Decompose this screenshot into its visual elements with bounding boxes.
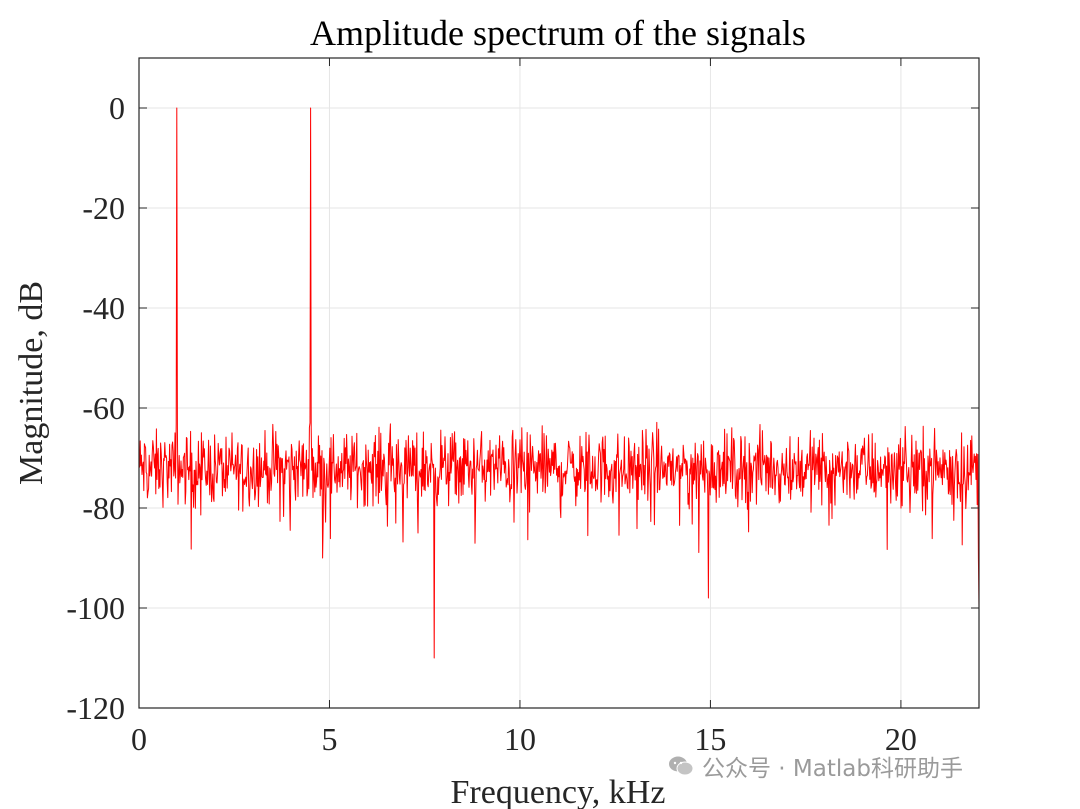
x-tick-label: 10 [504,721,536,757]
y-tick-label: -20 [82,190,125,226]
y-tick-label: -60 [82,390,125,426]
axis-ticks: 0 5 10 15 20 0 -20 -40 -60 -80 -100 -120 [66,58,979,757]
y-tick-label: -120 [66,690,125,726]
plot-area [138,107,980,659]
y-tick-label: 0 [109,90,125,126]
y-tick-label: -40 [82,290,125,326]
x-axis-label: Frequency, kHz [451,774,666,809]
grid-lines [138,58,979,709]
watermark: 公众号 · Matlab科研助手 [668,748,963,784]
y-axis-label: Magnitude, dB [13,281,50,485]
spectrum-series-line [138,107,980,659]
y-tick-label: -80 [82,490,125,526]
watermark-text: 公众号 · Matlab科研助手 [702,756,963,782]
axes-box [138,57,980,709]
wechat-icon [669,756,694,776]
x-tick-label: 5 [321,721,337,757]
x-tick-label: 20 [885,721,917,757]
chart-title: Amplitude spectrum of the signals [310,13,806,53]
x-tick-label: 15 [694,721,726,757]
x-tick-label: 0 [131,721,147,757]
y-tick-label: -100 [66,590,125,626]
